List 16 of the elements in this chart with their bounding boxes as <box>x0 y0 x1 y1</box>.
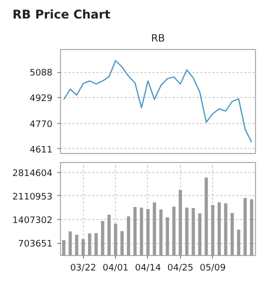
x-tick-label: 05/09 <box>200 264 226 274</box>
line-series <box>63 60 252 143</box>
y-tick-label: 1407302 <box>12 216 53 226</box>
chart-title: RB Price Chart <box>12 8 111 22</box>
y-tick-label: 2110953 <box>12 192 53 202</box>
chart-subtitle: RB <box>151 34 166 44</box>
x-tick-label: 04/01 <box>102 264 129 274</box>
y-tick-label: 703651 <box>18 240 53 250</box>
x-tick-label: 04/14 <box>134 264 162 274</box>
y-tick-label: 4611 <box>30 145 52 156</box>
y-tick-label: 4929 <box>30 94 53 104</box>
x-tick-label: 04/25 <box>167 264 194 274</box>
y-tick-label: 5088 <box>30 68 53 79</box>
x-tick-label: 03/22 <box>70 264 96 274</box>
y-tick-label: 2814604 <box>12 168 53 179</box>
y-tick-label: 4770 <box>30 120 53 130</box>
